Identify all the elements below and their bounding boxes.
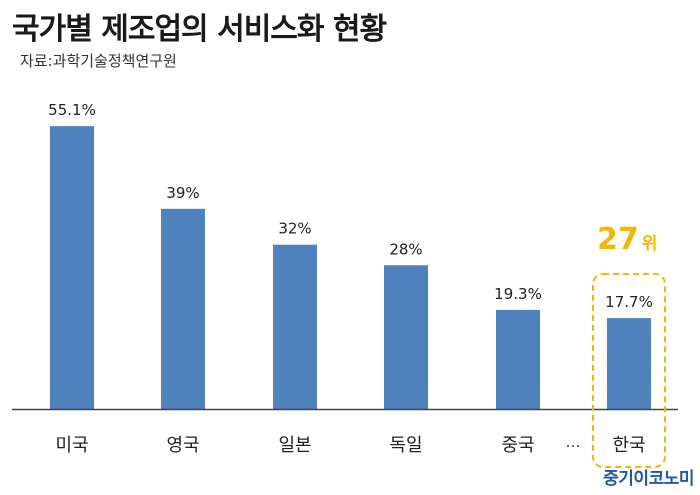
source-note: 자료:과학기술정책연구원 [20, 52, 177, 70]
bar-4 [384, 265, 428, 409]
bar-1 [50, 126, 94, 410]
category-label-1: 미국 [55, 435, 88, 456]
category-label-5: 중국 [501, 435, 534, 456]
rank-number: 27 [597, 222, 639, 257]
bar-6 [607, 318, 651, 409]
category-label-3: 일본 [278, 435, 311, 456]
data-label-4: 28% [389, 240, 422, 258]
data-label-5: 19.3% [494, 285, 542, 303]
bar-2 [161, 208, 205, 409]
ellipsis-label: … [566, 433, 581, 451]
rank-badge: 27 위 [597, 222, 657, 257]
highlight-box [592, 273, 666, 468]
bar-5 [496, 309, 540, 409]
data-label-2: 39% [166, 184, 199, 202]
brand-logo: 중기이코노미 [603, 469, 694, 489]
rank-suffix: 위 [641, 234, 658, 254]
chart-title: 국가별 제조업의 서비스화 현황 [12, 12, 387, 47]
data-label-1: 55.1% [48, 101, 96, 119]
category-label-6: 한국 [612, 435, 645, 456]
category-label-2: 영국 [166, 435, 199, 456]
bar-3 [273, 244, 317, 409]
data-label-3: 32% [278, 220, 311, 238]
data-label-6: 17.7% [605, 293, 653, 311]
category-label-4: 독일 [389, 435, 422, 456]
